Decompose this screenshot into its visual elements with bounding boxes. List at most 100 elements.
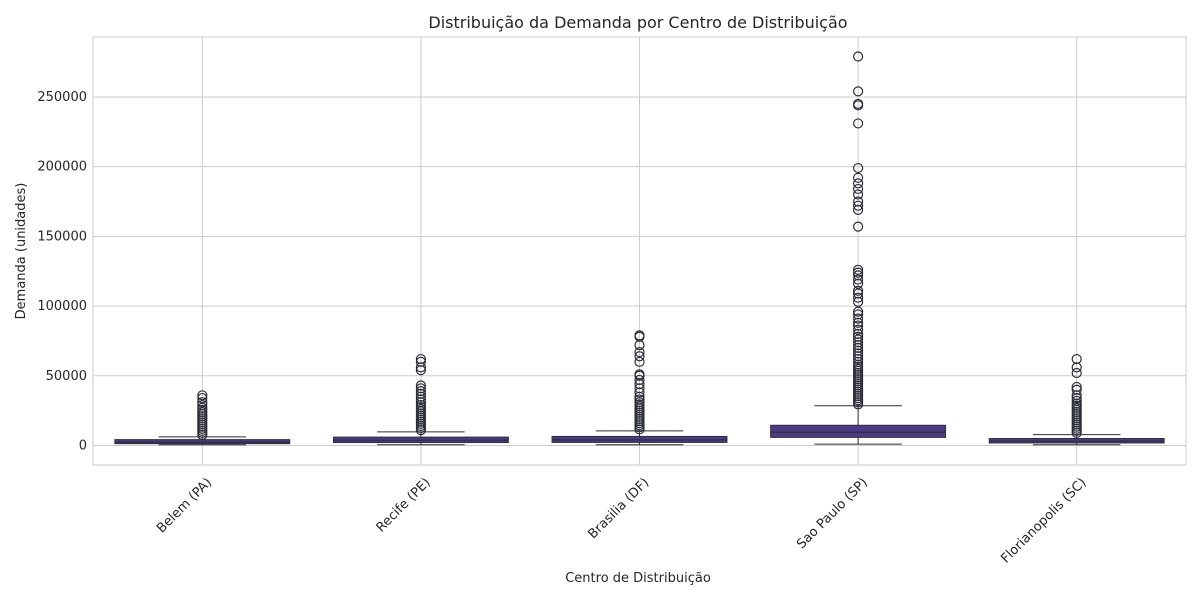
outlier-point [852,351,864,362]
outlier-point [852,296,864,307]
x-axis-label: Centro de Distribuição [565,571,711,586]
outlier-point [852,359,864,370]
outlier-point [634,383,645,394]
outlier-point [197,402,208,413]
outlier-point [852,183,864,195]
outlier-point [1071,353,1082,365]
outlier-point [852,342,864,353]
y-tick-label: 150000 [37,229,87,244]
outlier-point [852,320,864,331]
box-2 [332,353,509,446]
box-4 [770,51,947,445]
outlier-point [415,388,426,399]
outlier-point [415,380,426,391]
outlier-point [852,118,864,129]
outlier-point [852,288,864,299]
x-tick-label: Recife (PE) [374,475,434,535]
x-tick-label: Sao Paulo (SP) [794,475,871,552]
outlier-point [1071,390,1082,401]
outlier-point [634,391,645,402]
outlier-point [197,392,208,404]
outlier-point [197,399,208,411]
x-ticks: Belem (PA) Recife (PE) Brasilia (DF) Sao Pa… [154,475,1089,566]
outlier-point [415,391,426,402]
outlier-point [415,383,426,394]
outlier-point [634,330,645,341]
outlier-point [634,356,645,367]
outlier-point [852,313,864,324]
iqr-box [770,424,947,438]
y-tick-label: 0 [79,438,87,453]
outlier-point [1071,392,1082,404]
outlier-point [1071,381,1082,393]
outlier-point [852,345,864,356]
outlier-point [1071,398,1082,409]
outlier-point [415,394,426,405]
outlier-point [852,270,864,281]
outlier-point [852,324,864,335]
x-tick-label: Florianopolis (SC) [998,475,1089,566]
outlier-point [852,204,864,215]
x-tick-label: Brasilia (DF) [585,475,652,542]
outlier-point [852,340,864,351]
outlier-point [1071,362,1082,373]
outlier-point [852,331,864,342]
outlier-point [852,274,864,285]
outlier-point [197,397,208,408]
outlier-point [852,306,864,317]
outlier-point [852,356,864,367]
outlier-point [415,365,426,376]
outlier-point [634,387,645,398]
outlier-point [852,337,864,348]
outlier-point [415,397,426,408]
box-5 [988,353,1165,446]
outlier-point [852,328,864,340]
outlier-point [852,98,864,110]
outlier-point [852,353,864,365]
y-tick-label: 100000 [37,299,87,314]
outlier-point [852,189,864,200]
outlier-point [852,264,864,275]
outlier-point [1071,395,1082,406]
plot-frame [92,36,1187,466]
y-ticks: 0 50000 100000 150000 200000 250000 [37,90,87,454]
outlier-point [415,353,426,365]
chart-title: Distribuição da Demanda por Centro de Di… [428,13,847,32]
outlier-point [634,397,645,408]
outlier-point [415,399,426,411]
outlier-point [634,379,645,390]
outlier-point [197,390,208,401]
outlier-point [634,369,645,380]
outlier-point [852,317,864,328]
y-tick-label: 250000 [37,90,87,105]
outlier-point [852,267,864,278]
outlier-point [852,309,864,320]
outlier-point [852,86,864,97]
y-axis-label: Demanda (unidades) [14,183,29,320]
outlier-point [634,394,645,405]
outlier-point [415,356,426,367]
outlier-point [634,374,645,386]
y-tick-label: 200000 [37,160,87,175]
grid-lines [93,37,1186,465]
outlier-point [852,51,864,62]
outlier-point [852,292,864,303]
outlier-point [852,196,864,207]
y-tick-label: 50000 [46,369,87,384]
outlier-point [1071,384,1082,395]
outlier-point [852,334,864,345]
outlier-point [852,172,864,183]
outlier-point [415,386,426,397]
outlier-point [634,340,645,351]
outlier-point [852,278,864,289]
box-1 [114,390,291,446]
outlier-point [1071,367,1082,379]
box-3 [551,330,728,446]
outlier-point [852,285,864,296]
outlier-point [852,200,864,211]
boxes [114,51,1165,446]
outlier-point [634,351,645,362]
outlier-point [852,162,864,174]
outlier-point [852,348,864,359]
